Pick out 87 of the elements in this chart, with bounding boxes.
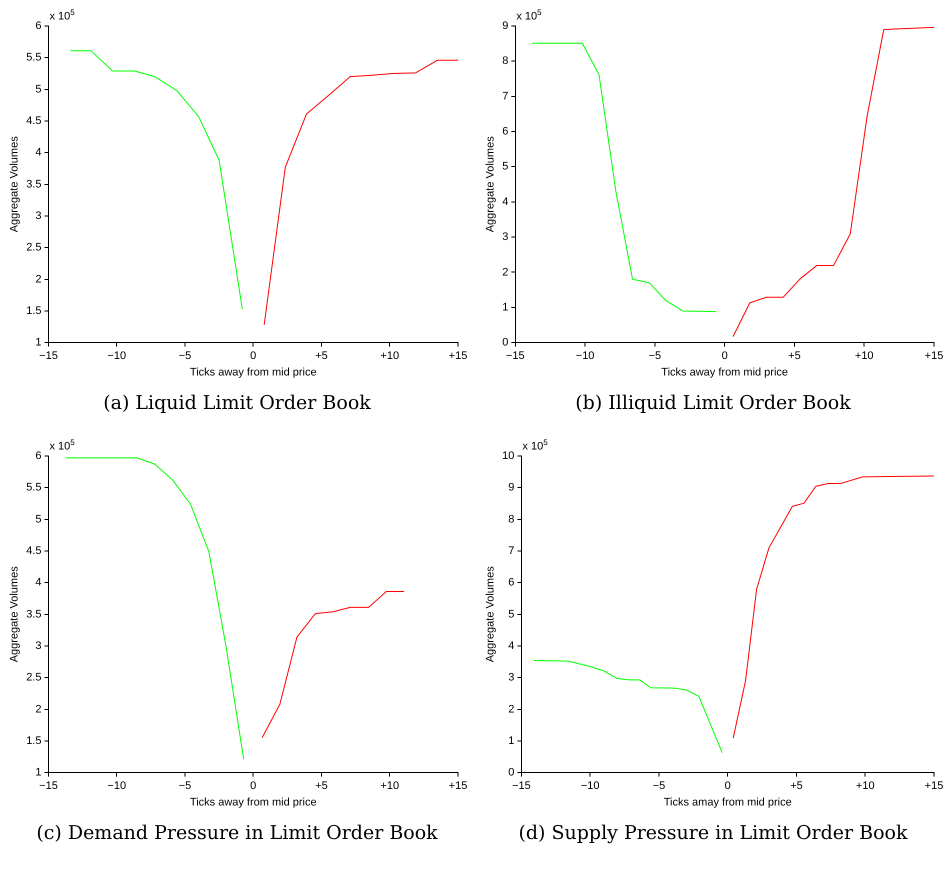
text: (a) Liquid Limit Order Book	[102, 392, 372, 414]
y-axis-title: Aggregate Volumes	[484, 136, 497, 232]
x-tick-label: −15	[39, 780, 58, 792]
x-tick-label: +10	[856, 780, 875, 792]
x-tick-label: −5	[648, 350, 662, 362]
x-tick-label: −15	[512, 780, 531, 792]
y-tick-label: 9	[508, 482, 514, 494]
x-tick-label: 0	[722, 350, 728, 362]
y-tick-label: 1	[502, 301, 508, 314]
y-tick-label: 5	[35, 83, 42, 96]
x-tick-label: −5	[652, 780, 666, 792]
y-tick-label: 4	[35, 576, 42, 589]
x-tick-label: 0	[724, 780, 731, 792]
y-tick-label: 1.5	[26, 304, 42, 317]
y-tick-label: 2	[502, 266, 508, 278]
y-tick-label: 6	[35, 20, 42, 32]
x-axis-title: Ticks away from mid price	[190, 796, 317, 808]
y-tick-label: 4	[508, 640, 514, 652]
y-tick-label: 4.5	[26, 115, 42, 128]
x-tick-label: +15	[924, 350, 944, 362]
x-tick-label: +15	[448, 780, 468, 792]
y-tick-label: 1	[35, 766, 42, 779]
x-tick-label: +5	[315, 350, 328, 362]
y-tick-label: 6	[508, 576, 514, 589]
y-tick-label: 3	[508, 672, 514, 684]
x-tick-label: −15	[506, 350, 525, 362]
y-tick-label: 1.5	[26, 734, 42, 747]
y-tick-label: 2	[35, 273, 42, 286]
y-tick-label: 5	[508, 608, 514, 620]
y-tick-label: 4	[502, 196, 508, 208]
y-tick-label: 1	[35, 336, 42, 349]
y-tick-label: 8	[508, 513, 514, 526]
y-tick-label: 5.5	[26, 52, 42, 64]
y-tick-label: 4	[35, 146, 42, 159]
y-tick-label: 5.5	[26, 482, 42, 494]
y-tick-label: 9	[502, 20, 508, 32]
y-tick-label: 0	[508, 766, 514, 779]
y-tick-label: 3	[502, 231, 508, 244]
x-tick-label: +15	[448, 350, 468, 362]
y-tick-label: 7	[508, 545, 514, 558]
x-tick-label: −10	[580, 780, 600, 792]
x-axis-title: Ticks away from mid price	[190, 366, 317, 378]
x-tick-label: −15	[39, 350, 58, 362]
text: x 10$^{5}$	[49, 8, 75, 23]
text: x 10$^{5}$	[49, 438, 75, 453]
x-tick-label: −5	[178, 780, 192, 792]
x-tick-label: −10	[107, 350, 126, 362]
x-tick-label: −5	[178, 350, 192, 362]
text: x 10$^{5}$	[516, 8, 542, 23]
x-axis-title: Ticks amay from mid price	[664, 796, 792, 808]
y-tick-label: 5	[35, 513, 42, 526]
y-tick-label: 0	[502, 336, 508, 349]
y-tick-label: 4.5	[26, 545, 42, 558]
x-tick-label: +10	[854, 350, 874, 362]
x-axis-title: Ticks away from mid price	[661, 366, 788, 378]
y-axis-title: Aggregate Volumes	[8, 136, 21, 232]
y-tick-label: 7	[502, 90, 508, 102]
text: x 10$^{5}$	[522, 438, 548, 453]
text: (b) Illiquid Limit Order Book	[574, 392, 852, 414]
y-tick-label: 1	[508, 734, 514, 747]
y-tick-label: 2.5	[26, 672, 42, 684]
x-tick-label: +15	[924, 780, 944, 792]
y-tick-label: 2.5	[26, 242, 42, 254]
y-axis-title: Aggregate Volumes	[8, 566, 21, 662]
text: (d) Supply Pressure in Limit Order Book	[517, 822, 909, 844]
y-axis-title: Aggregate Volumes	[484, 566, 497, 662]
y-tick-label: 3.5	[26, 608, 42, 620]
x-tick-label: +5	[790, 780, 803, 792]
y-tick-label: 3	[35, 210, 42, 222]
y-tick-label: 3.5	[26, 178, 42, 190]
x-tick-label: +10	[380, 780, 400, 792]
x-tick-label: +5	[788, 350, 801, 362]
y-tick-label: 10	[502, 450, 514, 462]
y-tick-label: 6	[35, 450, 42, 462]
x-tick-label: +5	[315, 780, 328, 792]
x-tick-label: −10	[107, 780, 126, 792]
text: (c) Demand Pressure in Limit Order Book	[35, 822, 439, 844]
x-tick-label: +10	[380, 350, 400, 362]
y-tick-label: 5	[502, 160, 508, 173]
y-tick-label: 3	[35, 640, 42, 652]
y-tick-label: 6	[502, 126, 508, 138]
x-tick-label: 0	[250, 350, 256, 362]
x-tick-label: −10	[576, 350, 594, 362]
y-tick-label: 2	[508, 703, 514, 716]
y-tick-label: 8	[502, 55, 508, 68]
y-tick-label: 2	[35, 703, 42, 716]
x-tick-label: 0	[250, 780, 256, 792]
